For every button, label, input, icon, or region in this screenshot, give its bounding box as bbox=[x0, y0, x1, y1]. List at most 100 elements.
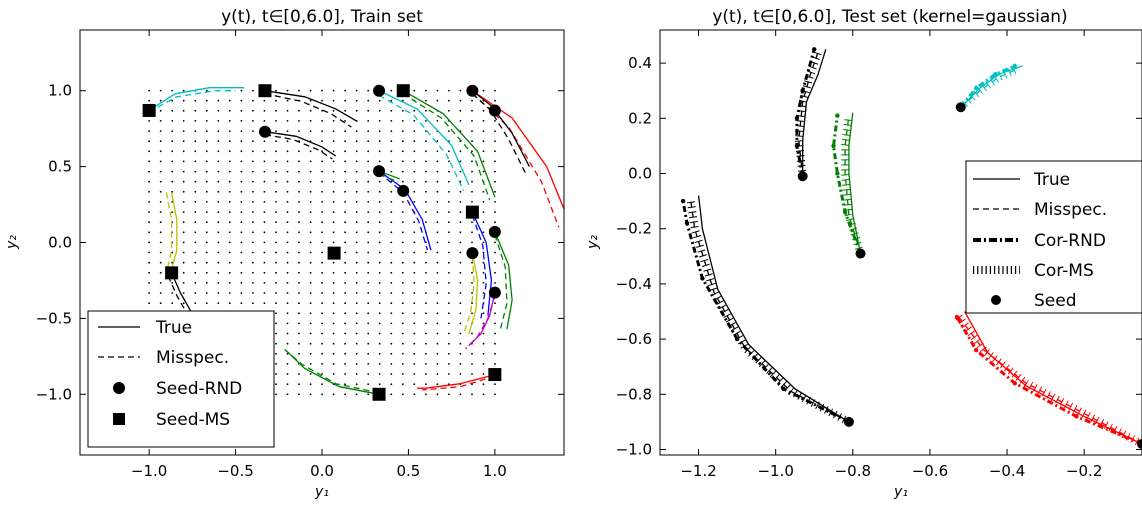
grid-point bbox=[298, 211, 300, 214]
grid-point bbox=[205, 190, 208, 193]
grid-point bbox=[332, 352, 335, 355]
grid-point bbox=[228, 231, 231, 234]
grid-point bbox=[459, 221, 462, 224]
grid-point bbox=[159, 251, 162, 254]
grid-point bbox=[309, 170, 312, 173]
grid-point bbox=[182, 211, 185, 214]
grid-point bbox=[194, 211, 197, 214]
grid-point bbox=[344, 221, 346, 224]
grid-point bbox=[205, 120, 208, 122]
grid-point bbox=[309, 201, 312, 203]
grid-point bbox=[355, 99, 358, 102]
grid-point bbox=[378, 201, 381, 203]
grid-point bbox=[252, 302, 254, 305]
grid-point bbox=[436, 282, 439, 284]
grid-point bbox=[252, 99, 254, 102]
grid-point bbox=[217, 251, 220, 254]
grid-point bbox=[344, 261, 346, 264]
grid-point bbox=[252, 190, 254, 193]
grid-point bbox=[425, 322, 427, 325]
grid-point bbox=[205, 251, 208, 254]
grid-point bbox=[367, 89, 370, 92]
grid-point bbox=[228, 180, 231, 183]
grid-point bbox=[378, 251, 381, 254]
legend: True Misspec. Cor-RND Cor-MS Seed bbox=[965, 160, 1142, 314]
chart-train: y(t), t∈[0,6.0], Train set −1.0 −0.5 0.0 0.… bbox=[4, 7, 565, 500]
grid-point bbox=[309, 302, 312, 305]
grid-point bbox=[413, 160, 416, 163]
x-tick-label: 0.0 bbox=[310, 462, 334, 480]
grid-point bbox=[401, 332, 404, 335]
grid-point bbox=[286, 251, 289, 254]
grid-point bbox=[263, 282, 266, 284]
grid-point bbox=[494, 383, 496, 386]
misspec-trajectory bbox=[402, 93, 491, 201]
trajectories bbox=[148, 87, 564, 395]
grid-point bbox=[298, 342, 300, 345]
grid-point bbox=[159, 120, 162, 122]
grid-point bbox=[367, 201, 370, 203]
grid-point bbox=[413, 352, 416, 355]
grid-point bbox=[159, 231, 162, 234]
grid-point bbox=[228, 241, 231, 244]
grid-point bbox=[321, 261, 323, 264]
grid-point bbox=[459, 363, 462, 365]
grid-point bbox=[378, 160, 381, 163]
grid-point bbox=[378, 130, 381, 133]
grid-point bbox=[159, 282, 162, 284]
grid-point bbox=[367, 292, 370, 294]
grid-point bbox=[263, 302, 266, 305]
grid-point bbox=[425, 120, 427, 122]
grid-point bbox=[252, 150, 254, 153]
grid-point bbox=[194, 251, 197, 254]
grid-point bbox=[390, 120, 393, 122]
grid-point bbox=[321, 282, 323, 284]
grid-point bbox=[367, 241, 370, 244]
grid-point bbox=[448, 322, 450, 325]
grid-point bbox=[448, 170, 450, 173]
grid-point bbox=[482, 201, 485, 203]
grid-point bbox=[159, 109, 162, 112]
grid-point bbox=[344, 282, 346, 284]
grid-point bbox=[367, 190, 370, 193]
grid-point bbox=[217, 160, 220, 163]
grid-point bbox=[298, 130, 300, 133]
grid-point bbox=[240, 99, 243, 102]
grid-point bbox=[298, 201, 300, 203]
grid-point bbox=[332, 109, 335, 112]
cor-rnd-point bbox=[835, 113, 840, 118]
grid-point bbox=[482, 342, 485, 345]
grid-point bbox=[425, 312, 427, 315]
grid-point bbox=[321, 160, 323, 163]
misspec-trajectory bbox=[798, 51, 819, 177]
grid-point bbox=[459, 160, 462, 163]
grid-point bbox=[217, 130, 220, 133]
grid-point bbox=[471, 99, 473, 102]
grid-point bbox=[332, 312, 335, 315]
grid-point bbox=[378, 352, 381, 355]
grid-point bbox=[217, 302, 220, 305]
legend-label-true: True bbox=[1033, 170, 1070, 190]
grid-point bbox=[471, 160, 473, 163]
grid-point bbox=[448, 99, 450, 102]
grid-point bbox=[413, 140, 416, 143]
grid-point bbox=[494, 271, 496, 274]
grid-point bbox=[355, 302, 358, 305]
grid-point bbox=[286, 322, 289, 325]
grid-point bbox=[275, 373, 277, 375]
grid-point bbox=[309, 241, 312, 244]
grid-point bbox=[286, 120, 289, 122]
chart-title: y(t), t∈[0,6.0], Test set (kernel=gaussi… bbox=[712, 7, 1067, 27]
grid-point bbox=[228, 190, 231, 193]
grid-point bbox=[332, 342, 335, 345]
grid-point bbox=[332, 221, 335, 224]
grid-point bbox=[228, 292, 231, 294]
grid-point bbox=[252, 221, 254, 224]
grid-point bbox=[482, 352, 485, 355]
grid-point bbox=[482, 140, 485, 143]
true-trajectory bbox=[171, 272, 192, 312]
grid-point bbox=[436, 170, 439, 173]
grid-point bbox=[401, 282, 404, 284]
grid-point bbox=[309, 251, 312, 254]
grid-point bbox=[425, 180, 427, 183]
